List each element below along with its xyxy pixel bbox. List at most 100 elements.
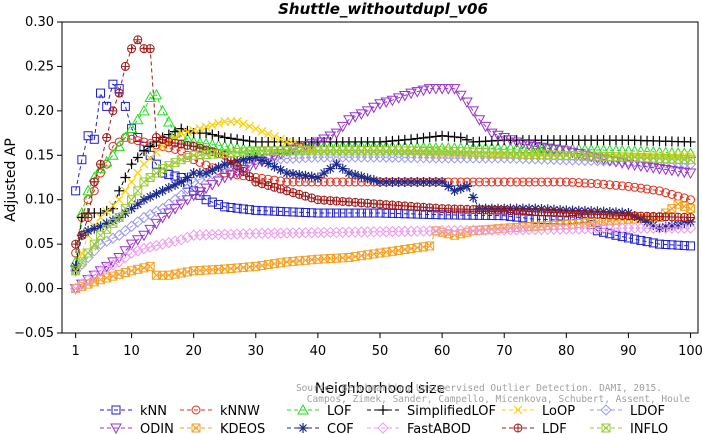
point-knn: [319, 208, 329, 218]
point-cof: [188, 168, 199, 179]
point-cof: [250, 152, 261, 163]
point-knn: [238, 204, 248, 214]
point-cof: [256, 155, 267, 166]
point-knn: [232, 203, 242, 213]
point-simplifiedlof: [95, 208, 106, 219]
point-knn: [356, 208, 366, 218]
point-loop: [133, 168, 143, 178]
series-line-inflo: [75, 150, 691, 272]
point-lof: [597, 144, 610, 155]
point-ldof: [299, 151, 312, 164]
point-odin: [647, 163, 660, 174]
y-tick-label: 0.30: [25, 15, 54, 30]
point-simplifiedlof: [170, 126, 181, 137]
legend-swatch-marker: [378, 405, 388, 415]
point-knn: [300, 208, 310, 218]
point-ldof: [150, 205, 163, 218]
point-cof: [269, 161, 280, 172]
point-simplifiedlof: [455, 132, 466, 143]
point-odin: [187, 190, 200, 202]
point-knn: [673, 240, 683, 250]
point-knn: [245, 205, 255, 215]
point-knnw: [195, 157, 205, 167]
point-odin: [541, 143, 554, 155]
point-loop: [214, 118, 223, 128]
point-cof: [157, 185, 168, 196]
point-simplifiedlof: [685, 136, 696, 147]
point-knn: [369, 208, 379, 218]
point-loop: [120, 186, 130, 196]
point-knn: [263, 206, 273, 216]
point-loop: [251, 124, 261, 134]
point-odin: [380, 97, 393, 109]
legend-item-cof: COF: [287, 422, 354, 434]
point-knnw: [592, 179, 602, 189]
point-knn: [102, 101, 112, 111]
point-simplifiedlof: [244, 136, 255, 147]
legend-swatch-marker: [110, 423, 122, 434]
point-fastabod: [125, 247, 138, 259]
legend-label: kNN: [140, 404, 167, 419]
point-cof: [424, 176, 435, 187]
point-ldof: [94, 238, 107, 250]
point-knn: [679, 241, 689, 251]
point-lof: [131, 113, 144, 125]
x-axis: 1 10 20 30 40 50 60 70 80 90 100: [72, 333, 702, 359]
point-knn: [164, 170, 174, 180]
point-knnw: [543, 177, 553, 187]
point-odin: [684, 168, 697, 180]
point-odin: [162, 208, 175, 220]
point-simplifiedlof: [219, 132, 230, 143]
point-cof: [281, 168, 292, 179]
point-simplifiedlof: [406, 134, 417, 145]
point-knn: [120, 101, 130, 111]
point-ldf: [83, 212, 93, 222]
legend-label: LOF: [327, 404, 352, 419]
point-odin: [367, 102, 380, 114]
point-ldof: [225, 161, 237, 173]
legend-item-lof: LOF: [287, 403, 352, 419]
point-knnw: [487, 177, 497, 187]
legend-item-kdeos: KDEOS: [180, 422, 265, 434]
point-cof: [194, 168, 205, 179]
point-lof: [150, 88, 163, 100]
point-kdeos: [679, 201, 689, 211]
point-cof: [468, 192, 479, 203]
point-ldf: [245, 172, 255, 182]
legend-swatch-marker: [191, 423, 201, 433]
point-loop: [220, 117, 230, 126]
point-fastabod: [150, 239, 163, 252]
point-cof: [207, 165, 218, 176]
point-kdeos: [114, 269, 124, 279]
point-inflo: [83, 248, 93, 258]
point-knn: [207, 197, 217, 207]
point-cof: [343, 168, 354, 179]
point-lof: [492, 142, 504, 153]
point-cof: [101, 218, 112, 229]
point-knn: [313, 208, 323, 218]
point-knnw: [561, 177, 571, 187]
point-kdeos: [102, 273, 112, 283]
point-knnw: [661, 188, 671, 198]
point-ldf: [120, 61, 130, 71]
point-cof: [660, 221, 671, 232]
point-loop: [257, 126, 267, 136]
point-knn: [71, 186, 81, 196]
point-inflo: [77, 257, 87, 267]
legend-swatch-marker: [600, 404, 612, 416]
x-tick-label: 20: [185, 344, 202, 359]
point-lof: [125, 122, 138, 134]
point-simplifiedlof: [201, 128, 212, 139]
x-tick-label: 50: [372, 344, 389, 359]
point-knn: [338, 208, 348, 218]
point-odin: [666, 165, 678, 177]
point-ldf: [102, 133, 112, 143]
point-odin: [330, 128, 343, 140]
point-cof: [387, 176, 398, 187]
point-inflo: [127, 195, 137, 205]
point-knnw: [530, 177, 540, 187]
point-odin: [678, 167, 691, 179]
legend-label: FastABOD: [407, 422, 471, 434]
chart-title: Shuttle_withoutdupl_v06: [278, 0, 488, 18]
point-ldof: [138, 211, 150, 224]
